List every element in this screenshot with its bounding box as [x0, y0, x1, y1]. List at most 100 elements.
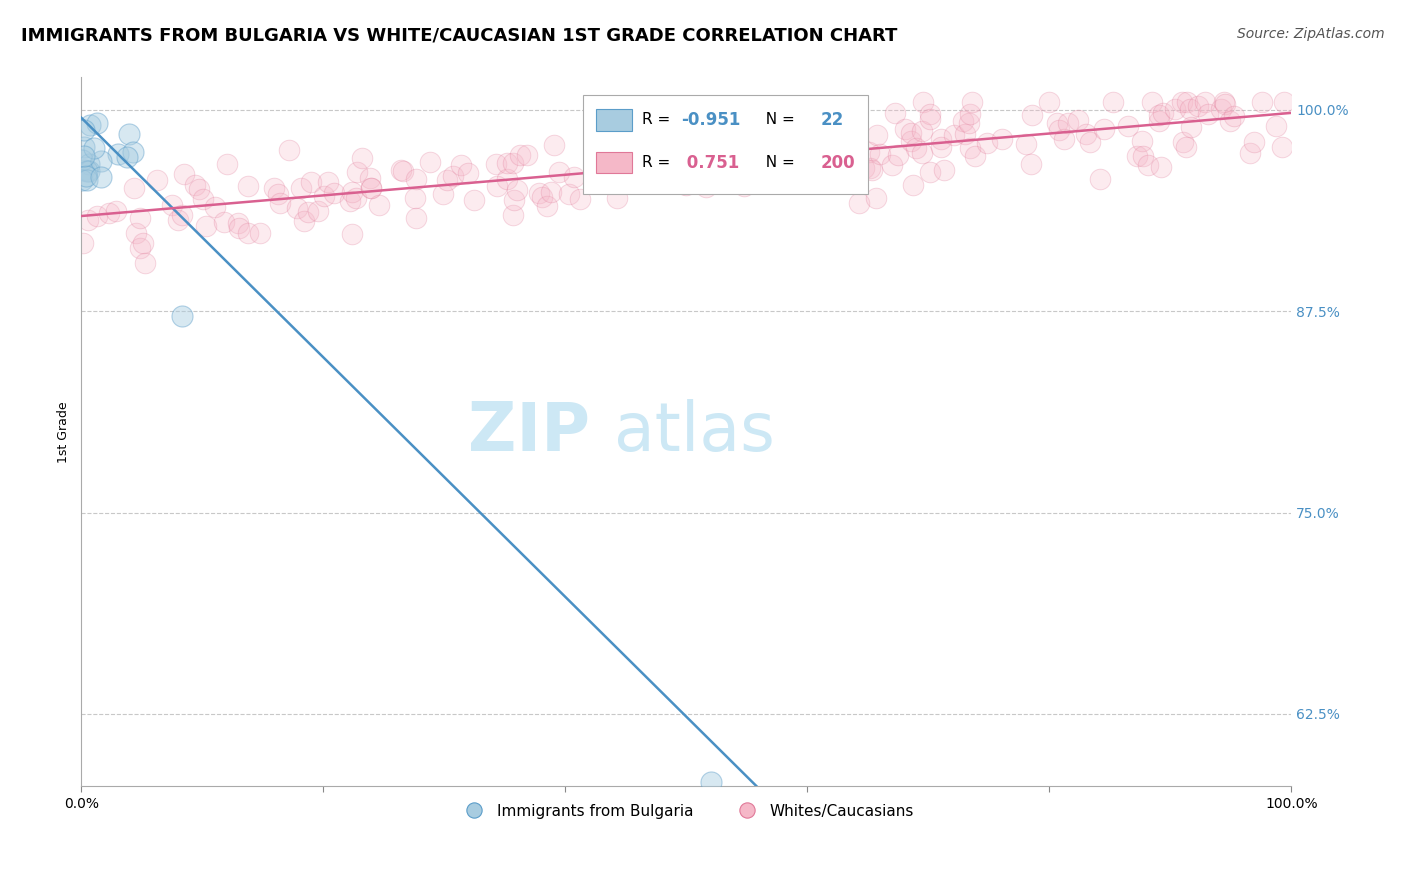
Point — [1014, 136, 1036, 151]
Point — [943, 128, 966, 143]
Point — [360, 181, 382, 195]
Point — [772, 129, 794, 144]
Point — [884, 106, 907, 120]
Point — [1250, 95, 1272, 109]
Point — [1178, 102, 1201, 116]
Point — [297, 205, 319, 219]
Point — [699, 774, 721, 789]
Point — [860, 162, 883, 177]
Point — [540, 186, 562, 200]
Point — [118, 127, 141, 141]
Point — [323, 186, 346, 200]
Point — [1021, 107, 1043, 121]
Text: atlas: atlas — [613, 399, 775, 465]
Point — [128, 241, 150, 255]
Point — [711, 139, 734, 153]
Point — [882, 158, 904, 172]
Point — [531, 189, 554, 203]
Point — [316, 175, 339, 189]
Point — [1212, 95, 1234, 109]
Point — [1187, 99, 1209, 113]
Point — [869, 147, 891, 161]
Point — [900, 127, 922, 141]
Text: 200: 200 — [821, 153, 855, 171]
Point — [90, 170, 112, 185]
Point — [1102, 95, 1125, 109]
Point — [463, 194, 485, 208]
Point — [932, 163, 955, 178]
Point — [1223, 109, 1246, 123]
Point — [121, 145, 143, 160]
Point — [1130, 135, 1153, 149]
Point — [76, 163, 98, 178]
Text: 22: 22 — [821, 111, 844, 129]
Point — [187, 181, 209, 195]
Point — [1116, 119, 1139, 133]
Point — [1142, 95, 1164, 109]
Point — [725, 138, 748, 153]
Point — [866, 128, 889, 143]
FancyBboxPatch shape — [596, 110, 631, 130]
Point — [1057, 116, 1080, 130]
FancyBboxPatch shape — [596, 152, 631, 173]
Point — [72, 235, 94, 250]
Point — [134, 256, 156, 270]
Point — [226, 216, 249, 230]
Point — [172, 208, 194, 222]
Point — [959, 140, 981, 154]
Point — [952, 114, 974, 128]
Point — [675, 178, 697, 192]
Point — [911, 95, 934, 109]
Point — [193, 192, 215, 206]
Point — [419, 155, 441, 169]
Point — [543, 137, 565, 152]
Point — [77, 164, 100, 178]
Point — [132, 235, 155, 250]
Point — [628, 130, 651, 145]
Point — [1180, 120, 1202, 135]
Point — [671, 177, 693, 191]
Point — [1164, 103, 1187, 117]
Point — [340, 185, 363, 199]
Point — [107, 147, 129, 161]
Point — [267, 186, 290, 201]
Point — [98, 206, 121, 220]
Point — [75, 169, 97, 183]
Point — [827, 147, 849, 161]
Point — [527, 186, 550, 200]
Point — [1090, 171, 1112, 186]
Point — [630, 143, 652, 157]
Point — [853, 161, 876, 176]
Point — [721, 127, 744, 141]
Point — [659, 140, 682, 154]
Point — [957, 115, 980, 129]
Point — [773, 169, 796, 184]
Point — [770, 129, 793, 144]
Point — [1219, 113, 1241, 128]
Text: R =: R = — [641, 112, 675, 128]
Point — [976, 136, 998, 150]
Point — [115, 150, 138, 164]
Point — [1194, 95, 1216, 109]
Text: N =: N = — [756, 112, 800, 128]
Point — [702, 129, 724, 144]
Y-axis label: 1st Grade: 1st Grade — [58, 401, 70, 463]
Point — [931, 140, 953, 154]
Point — [76, 173, 98, 187]
Point — [569, 192, 592, 206]
Point — [392, 164, 415, 178]
Point — [1047, 123, 1070, 137]
Point — [1152, 106, 1174, 120]
Legend: Immigrants from Bulgaria, Whites/Caucasians: Immigrants from Bulgaria, Whites/Caucasi… — [453, 797, 920, 825]
Point — [485, 157, 508, 171]
Point — [292, 214, 315, 228]
Point — [1126, 149, 1149, 163]
FancyBboxPatch shape — [583, 95, 868, 194]
Point — [83, 141, 105, 155]
Point — [312, 189, 335, 203]
Point — [962, 95, 984, 110]
Point — [346, 165, 368, 179]
Text: Source: ZipAtlas.com: Source: ZipAtlas.com — [1237, 27, 1385, 41]
Point — [173, 167, 195, 181]
Point — [1173, 136, 1195, 150]
